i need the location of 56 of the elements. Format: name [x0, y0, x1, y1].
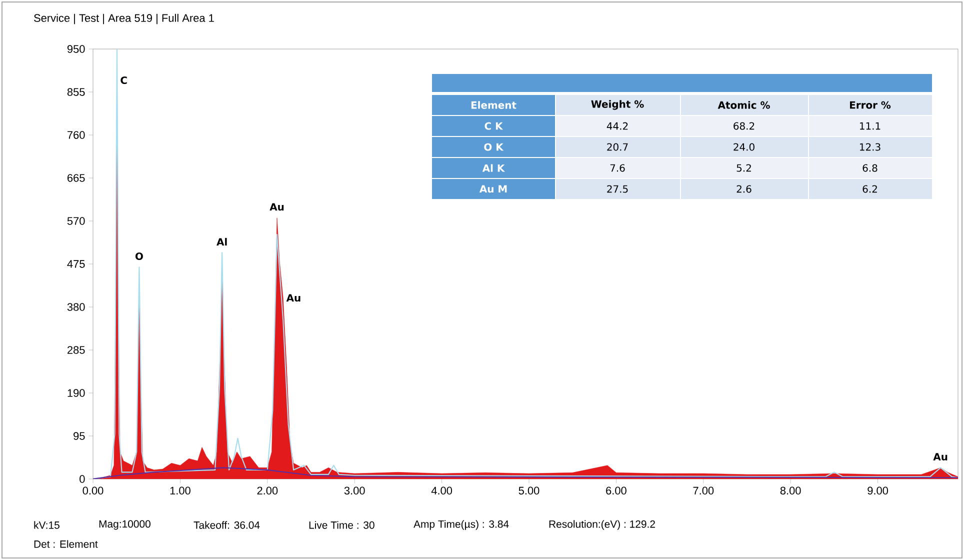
y-tick-label: 665 [68, 174, 85, 182]
x-tick-label: 8.00 [780, 486, 801, 495]
line-series [93, 467, 958, 479]
x-tick-label: 5.00 [518, 486, 540, 495]
x-tick-label: 9.00 [868, 486, 888, 495]
x-tick-label: 2.00 [257, 486, 278, 495]
y-tick-label: 380 [67, 303, 85, 311]
annotation: O K [484, 143, 504, 151]
annotation: Au [286, 294, 300, 302]
annotation: C [120, 76, 127, 84]
text: Det : Element [34, 540, 98, 548]
annotation: 68.2 [734, 122, 754, 130]
annotation: Error % [850, 101, 891, 109]
y-tick-label: 855 [67, 88, 85, 96]
text: Amp Time(µs) : 3.84 [414, 520, 509, 530]
annotation: Au M [479, 185, 507, 193]
annotation: 6.8 [862, 164, 878, 172]
annotation: O [135, 252, 143, 260]
y-tick-label: 95 [74, 432, 85, 440]
annotation: 11.1 [860, 122, 880, 130]
annotation: Au [933, 453, 948, 460]
annotation: Al K [482, 164, 505, 172]
x-tick-label: 6.00 [606, 486, 626, 495]
y-tick-label: 190 [68, 389, 85, 397]
x-tick-label: 1.00 [170, 486, 190, 495]
text: kV:15 [34, 521, 60, 529]
text: Live Time : 30 [309, 521, 374, 529]
y-tick-label: 475 [67, 260, 85, 268]
annotation: C K [484, 122, 504, 130]
x-tick-label: 4.00 [431, 486, 452, 495]
annotation: 27.5 [607, 185, 628, 193]
annotation: 20.7 [607, 143, 628, 151]
annotation: 7.6 [610, 164, 625, 172]
x-tick-label: 0.00 [82, 486, 104, 495]
annotation: 5.2 [736, 164, 751, 172]
annotation: 6.2 [862, 185, 877, 193]
annotation: 12.3 [860, 143, 880, 151]
y-tick-label: 0 [80, 475, 85, 483]
y-tick-label: 760 [68, 131, 85, 139]
x-tick-label: 3.00 [344, 486, 365, 495]
annotation: Element [471, 101, 516, 109]
annotation: 44.2 [606, 122, 628, 130]
annotation: 24.0 [734, 143, 754, 151]
chart-title: Service | Test | Area 519 | Full Area 1 [34, 14, 214, 24]
annotation: Atomic % [718, 101, 770, 109]
annotation: Al [216, 238, 227, 246]
y-tick-label: 950 [67, 45, 85, 53]
text: Resolution:(eV) : 129.2 [549, 520, 655, 530]
text: Takeoff: 36.04 [194, 521, 260, 529]
annotation: 2.6 [736, 185, 752, 193]
text: Mag:10000 [99, 520, 150, 530]
annotation: Au [270, 203, 284, 211]
annotation: Weight % [591, 100, 644, 110]
y-tick-label: 285 [68, 346, 85, 354]
y-tick-label: 570 [67, 217, 85, 225]
x-tick-label: 7.00 [693, 486, 714, 495]
